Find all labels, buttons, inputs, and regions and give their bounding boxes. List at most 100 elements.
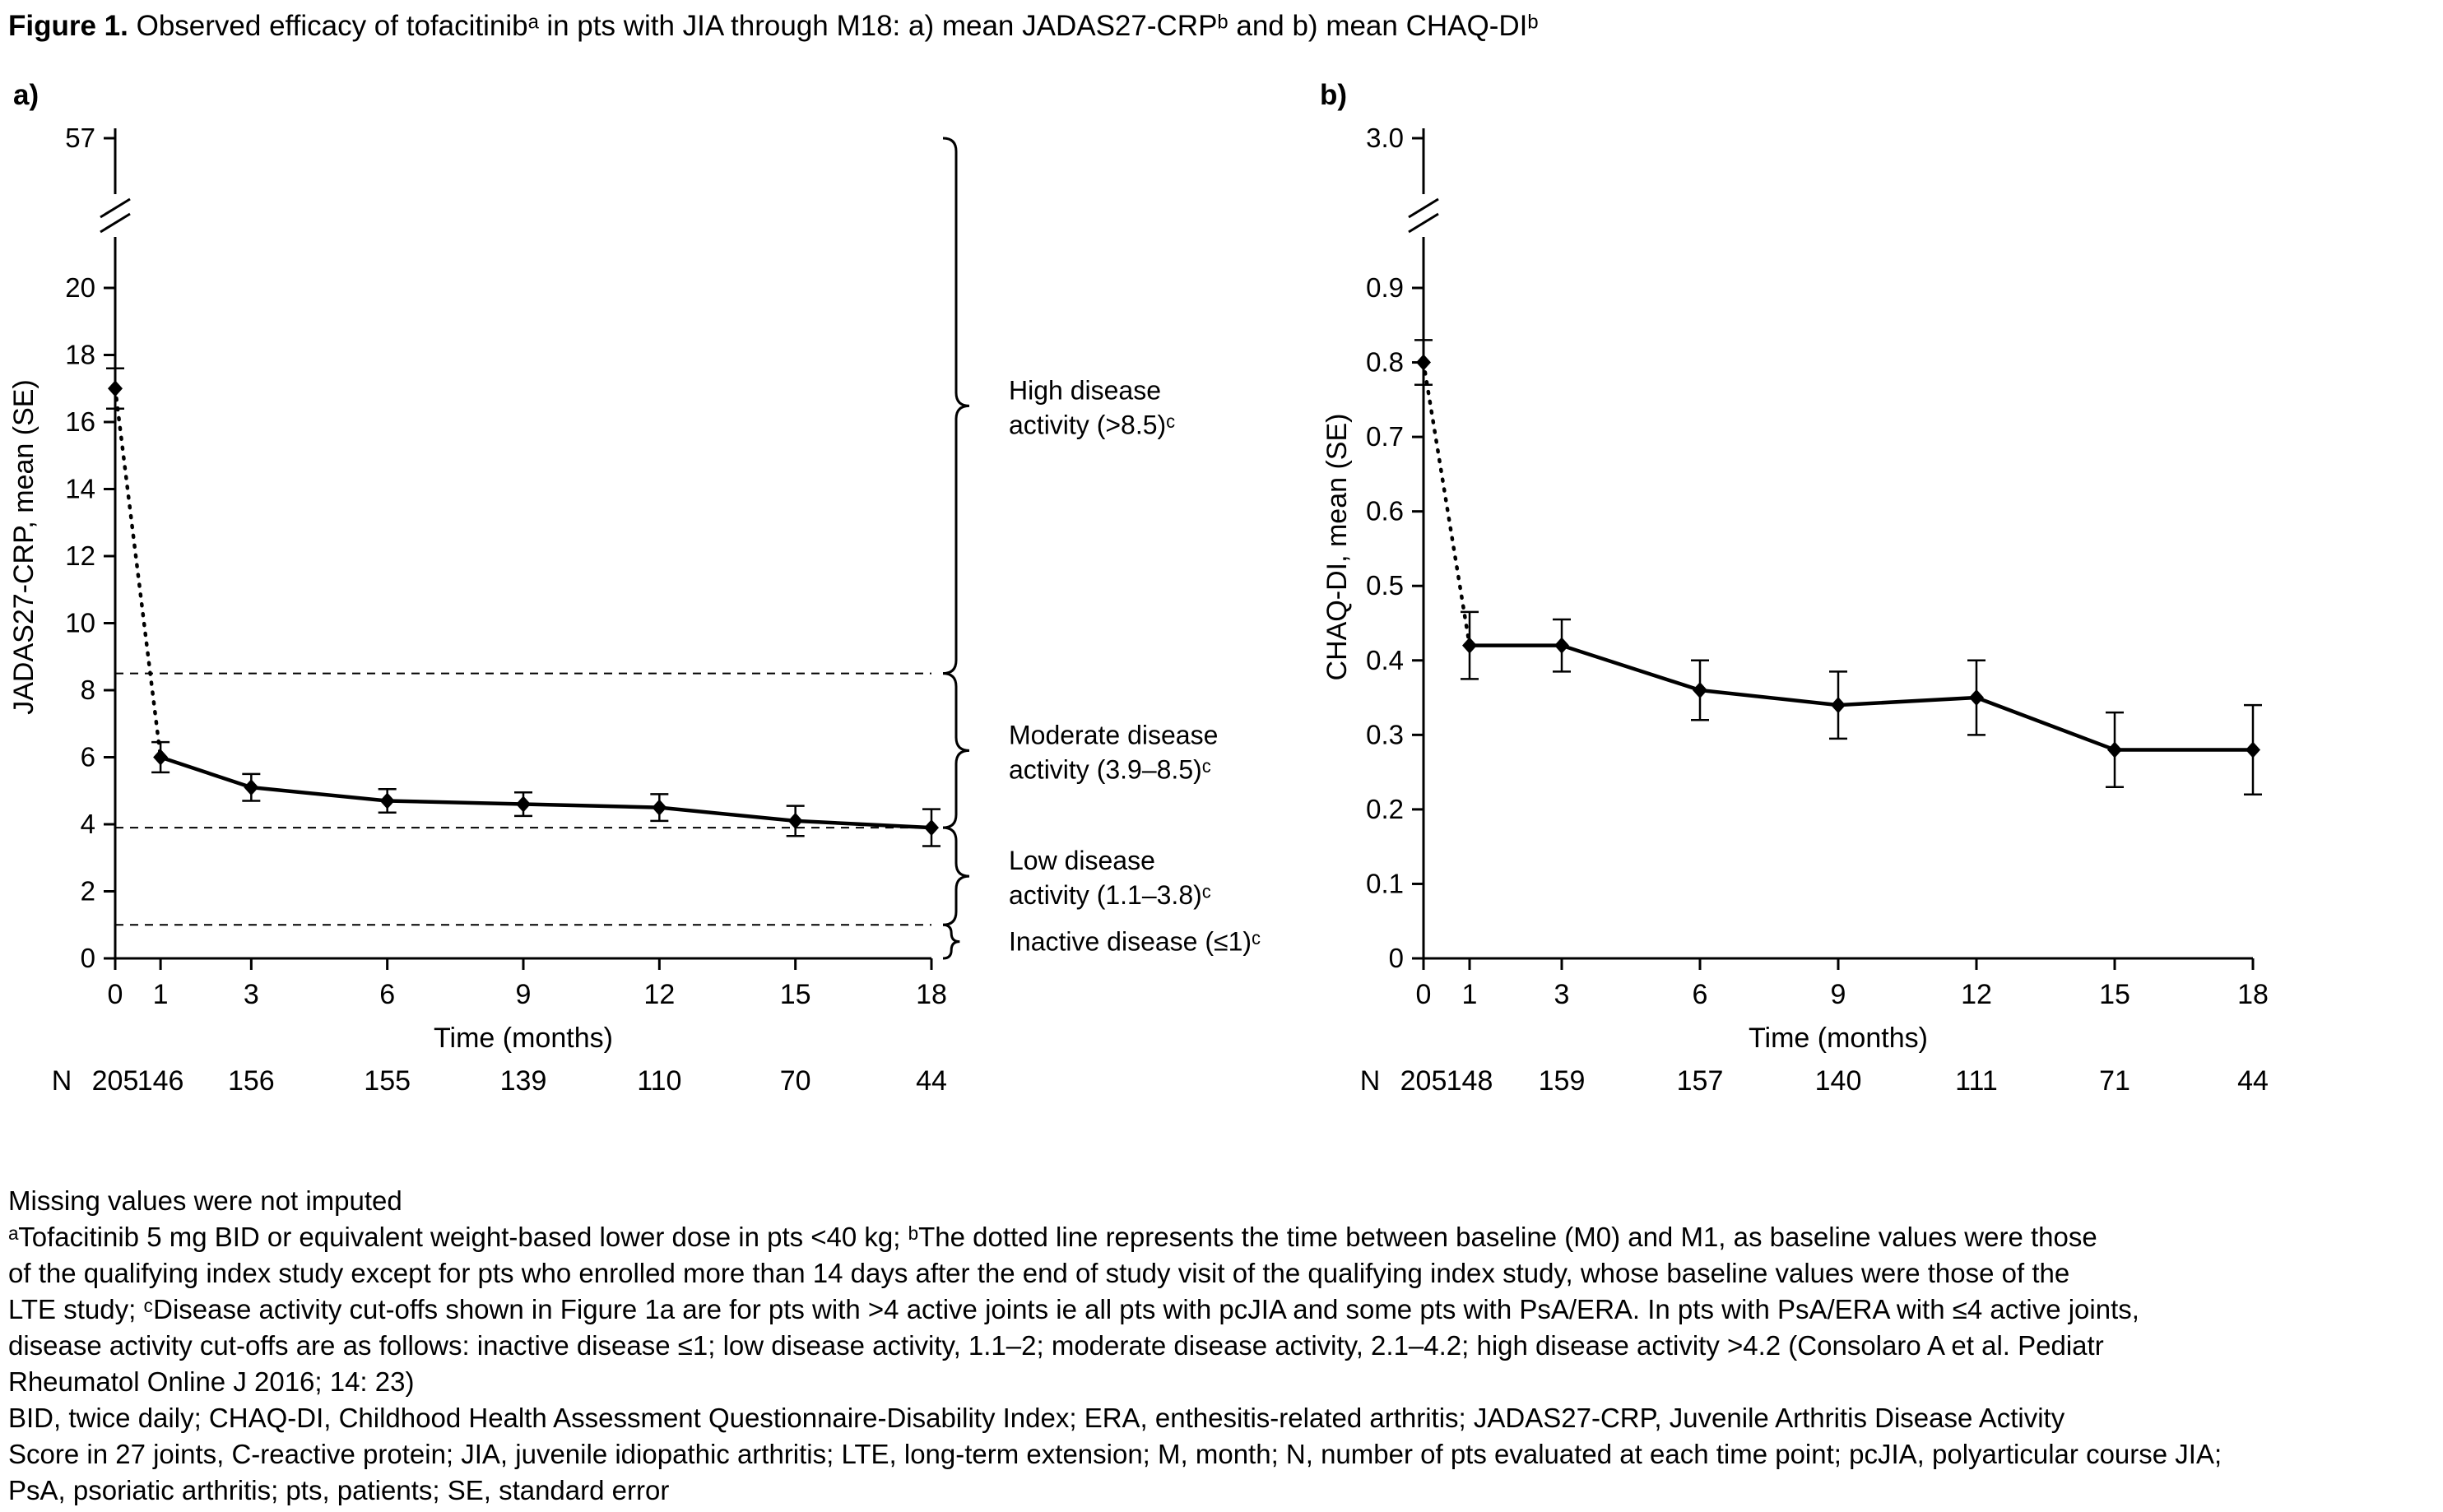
- band-brace: [942, 672, 970, 829]
- panel-a-label: a): [13, 79, 39, 111]
- data-point-marker: [379, 792, 395, 809]
- y-tick-label: 4: [81, 809, 95, 839]
- panel-b-label: b): [1320, 79, 1348, 111]
- x-tick-label: 9: [516, 979, 532, 1010]
- band-brace: [942, 137, 970, 675]
- data-point-marker: [1693, 682, 1707, 699]
- data-point-marker: [1831, 697, 1846, 714]
- figure-title-text: Observed efficacy of tofacitinibᵃ in pts…: [128, 10, 1539, 42]
- axis-break-mark: [1408, 212, 1439, 234]
- y-tick-label: 0.1: [1366, 868, 1404, 898]
- series-dotted-segment: [113, 387, 163, 759]
- x-tick-label: 15: [780, 979, 811, 1010]
- y-tick-label: 14: [65, 474, 95, 504]
- band-label: activity (3.9–8.5)ᶜ: [1009, 754, 1211, 784]
- y-tick-label: 0.2: [1366, 794, 1404, 824]
- footnote-line-9: PsA, psoriatic arthritis; pts, patients;…: [8, 1475, 670, 1505]
- figure-title-prefix: Figure 1.: [8, 10, 128, 42]
- n-row-value: 155: [364, 1065, 411, 1097]
- y-tick-label: 0.6: [1366, 496, 1404, 526]
- footnote-line-6: Rheumatol Online J 2016; 14: 23): [8, 1366, 415, 1397]
- band-label: Inactive disease (≤1)ᶜ: [1009, 927, 1261, 957]
- y-tick-label: 0.4: [1366, 645, 1404, 675]
- data-point-marker: [1462, 637, 1477, 654]
- band-label: activity (>8.5)ᶜ: [1009, 410, 1176, 439]
- axis-break-mark: [100, 212, 131, 234]
- n-row-value: 140: [1815, 1065, 1862, 1097]
- x-axis-title: Time (months): [434, 1023, 613, 1054]
- axis-break-mark: [100, 197, 131, 219]
- band-label: Moderate disease: [1009, 720, 1218, 749]
- y-tick-label: 16: [65, 406, 95, 437]
- y-break-top-label: 57: [65, 123, 95, 153]
- footnote-line-4: LTE study; ᶜDisease activity cut-offs sh…: [8, 1294, 2139, 1324]
- n-row-value: 110: [637, 1065, 681, 1097]
- n-row-value: 139: [500, 1065, 547, 1097]
- x-tick-label: 12: [1961, 979, 1992, 1010]
- n-row-value: 205: [1400, 1065, 1447, 1097]
- n-row-label: N: [1360, 1065, 1381, 1097]
- n-row-value: 159: [1539, 1065, 1586, 1097]
- axis-break-mark: [1408, 197, 1439, 219]
- series-line: [160, 755, 932, 830]
- y-tick-label: 0.5: [1366, 570, 1404, 601]
- n-row-value: 111: [1955, 1065, 1998, 1097]
- y-axis-title: JADAS27-CRP, mean (SE): [8, 379, 39, 715]
- footnote-line-5: disease activity cut-offs are as follows…: [8, 1330, 2104, 1361]
- x-tick-label: 18: [916, 979, 947, 1010]
- series-line: [1470, 643, 2253, 752]
- n-row-value: 44: [916, 1065, 947, 1097]
- y-axis-title: CHAQ-DI, mean (SE): [1321, 414, 1353, 681]
- data-point-marker: [108, 380, 123, 397]
- x-tick-label: 3: [1554, 979, 1570, 1010]
- y-tick-label: 8: [81, 675, 95, 705]
- band-label: activity (1.1–3.8)ᶜ: [1009, 880, 1211, 910]
- data-point-marker: [153, 749, 169, 766]
- data-point-marker: [1554, 637, 1569, 654]
- y-tick-label: 0.7: [1366, 421, 1404, 452]
- y-tick-label: 18: [65, 340, 95, 370]
- x-tick-label: 6: [1693, 979, 1708, 1010]
- x-tick-label: 1: [153, 979, 169, 1010]
- y-tick-label: 20: [65, 272, 95, 303]
- footnote-line-1: Missing values were not imputed: [8, 1185, 402, 1216]
- n-row-value: 71: [2099, 1065, 2130, 1097]
- band-label: High disease: [1009, 375, 1161, 405]
- y-tick-label: 0: [81, 943, 95, 973]
- x-tick-label: 1: [1462, 979, 1478, 1010]
- n-row-value: 44: [2237, 1065, 2269, 1097]
- x-tick-label: 9: [1831, 979, 1846, 1010]
- footnotes-block: Missing values were not imputed ᵃTofacit…: [8, 1183, 2222, 1509]
- data-point-marker: [2107, 741, 2122, 758]
- data-point-marker: [516, 795, 531, 813]
- data-point-marker: [2246, 741, 2260, 758]
- x-tick-label: 0: [108, 979, 123, 1010]
- n-row-value: 146: [137, 1065, 184, 1097]
- y-tick-label: 0: [1389, 943, 1404, 973]
- y-tick-label: 10: [65, 608, 95, 638]
- n-row-value: 157: [1677, 1065, 1724, 1097]
- x-axis-title: Time (months): [1749, 1023, 1928, 1054]
- n-row-value: 148: [1447, 1065, 1493, 1097]
- y-tick-label: 0.9: [1366, 272, 1404, 303]
- n-row-value: 205: [92, 1065, 139, 1097]
- data-point-marker: [924, 819, 939, 837]
- y-tick-label: 2: [81, 876, 95, 907]
- x-tick-label: 0: [1416, 979, 1432, 1010]
- panel-b-plot: 00.10.20.30.40.50.60.70.80.93.00 1 3 6 9 12 15…: [1321, 123, 2269, 1097]
- n-row-value: 156: [228, 1065, 275, 1097]
- footnote-line-2: ᵃTofacitinib 5 mg BID or equivalent weig…: [8, 1222, 2097, 1252]
- x-tick-label: 18: [2237, 979, 2269, 1010]
- band-brace: [942, 923, 960, 960]
- y-break-top-label: 3.0: [1366, 123, 1404, 153]
- y-tick-label: 12: [65, 540, 95, 571]
- n-row-value: 70: [780, 1065, 811, 1097]
- x-tick-label: 12: [643, 979, 675, 1010]
- data-point-marker: [652, 799, 667, 816]
- band-label: Low disease: [1009, 846, 1155, 875]
- y-tick-label: 6: [81, 742, 95, 772]
- x-tick-label: 3: [244, 979, 259, 1010]
